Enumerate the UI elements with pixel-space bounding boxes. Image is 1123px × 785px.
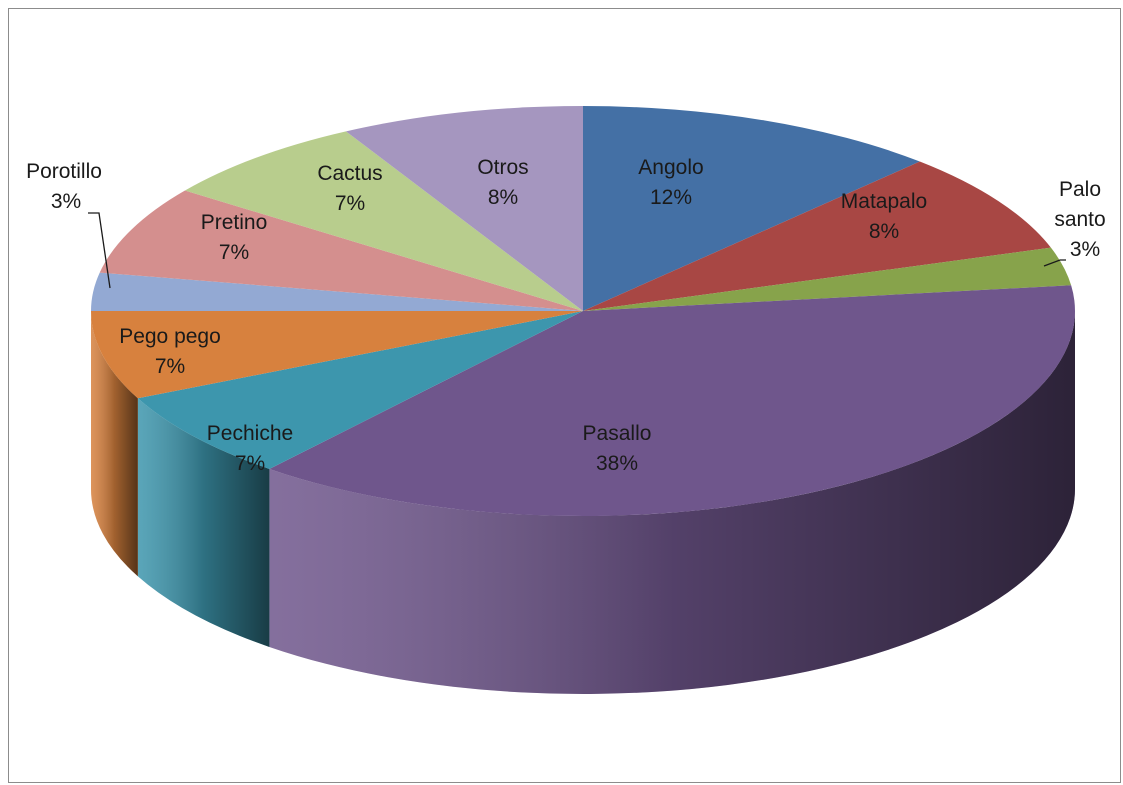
pie-side-pechiche-shade <box>137 398 270 647</box>
data-label-name-cont: santo <box>1054 208 1105 231</box>
pie-slice-porotillo <box>91 272 583 311</box>
data-label-name: Pretino <box>201 211 268 234</box>
pie-slice-pasallo <box>269 285 1076 516</box>
data-label-pego-pego: Pego pego 7% <box>119 325 221 378</box>
leader-line-palo-santo <box>1043 259 1066 267</box>
pie-slice-angolo <box>583 106 920 311</box>
pie-slice-pretino <box>99 190 584 311</box>
pie-slice-otros <box>345 106 583 311</box>
data-label-value: 38% <box>596 452 638 475</box>
data-label-value: 12% <box>650 186 692 209</box>
pie-slice-cactus <box>184 131 584 311</box>
data-label-pretino: Pretino 7% <box>201 211 268 264</box>
data-label-porotillo: Porotillo 3% <box>26 160 102 213</box>
pie-slice-matapalo <box>583 161 1051 311</box>
data-label-name: Palo <box>1059 178 1101 201</box>
data-label-name: Otros <box>477 156 528 179</box>
data-label-name: Pego pego <box>119 325 221 348</box>
data-label-value: 7% <box>335 192 365 215</box>
data-label-name: Pasallo <box>583 422 652 445</box>
data-label-matapalo: Matapalo 8% <box>841 190 927 243</box>
data-label-pasallo: Pasallo 38% <box>583 422 652 475</box>
data-label-value: 3% <box>1070 238 1100 261</box>
pie-slice-palo-santo <box>583 247 1072 311</box>
data-label-angolo: Angolo 12% <box>638 156 703 209</box>
data-label-name: Matapalo <box>841 190 927 213</box>
data-label-value: 7% <box>155 355 185 378</box>
data-label-name: Porotillo <box>26 160 102 183</box>
data-label-name: Pechiche <box>207 422 293 445</box>
data-label-value: 8% <box>869 220 899 243</box>
data-label-value: 7% <box>219 241 249 264</box>
data-label-value: 3% <box>51 190 81 213</box>
data-label-palo-santo: Palo santo 3% <box>1054 178 1105 261</box>
pie-slice-pechiche <box>137 311 584 469</box>
pie-slice-pego-pego <box>91 311 583 399</box>
pie-side-pego-pego-shade <box>91 311 138 577</box>
data-label-name: Cactus <box>317 162 382 185</box>
data-label-value: 7% <box>235 452 265 475</box>
data-label-value: 8% <box>488 186 518 209</box>
data-label-otros: Otros 8% <box>477 156 528 209</box>
data-label-name: Angolo <box>638 156 703 179</box>
leader-line-porotillo <box>88 212 111 289</box>
data-label-cactus: Cactus 7% <box>317 162 382 215</box>
data-label-pechiche: Pechiche 7% <box>207 422 293 475</box>
pie-side-pasallo-shade <box>269 311 1075 694</box>
